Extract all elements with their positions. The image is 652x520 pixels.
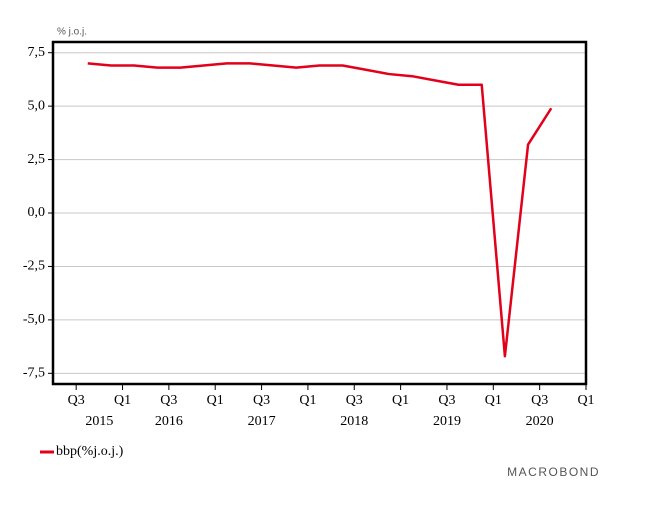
x-tick-label: Q3 [531, 393, 548, 408]
y-tick-label: 7,5 [28, 45, 46, 60]
x-tick-label: Q1 [577, 393, 594, 408]
legend-label: bbp(%j.o.j.) [56, 444, 124, 459]
y-tick-label: 2,5 [28, 152, 46, 167]
y-unit-label: % j.o.j. [57, 27, 87, 38]
x-tick-label: Q3 [438, 393, 455, 408]
y-tick-label: 5,0 [28, 98, 46, 113]
y-tick-label: -5,0 [23, 312, 45, 327]
x-tick-label: Q3 [346, 393, 363, 408]
x-year-label: 2015 [85, 414, 113, 429]
y-tick-label: -2,5 [23, 259, 45, 274]
x-tick-label: Q3 [253, 393, 270, 408]
x-year-label: 2016 [155, 414, 183, 429]
x-tick-label: Q3 [160, 393, 177, 408]
source-watermark: MACROBOND [507, 465, 600, 479]
x-tick-label: Q1 [299, 393, 316, 408]
y-tick-label: -7,5 [23, 366, 45, 381]
x-tick-label: Q1 [392, 393, 409, 408]
x-year-label: 2019 [433, 414, 461, 429]
data-line [87, 62, 553, 358]
x-year-label: 2018 [340, 414, 368, 429]
x-year-label: 2020 [526, 414, 554, 429]
plot-frame [51, 40, 588, 386]
y-tick-label: 0,0 [28, 205, 46, 220]
x-tick-label: Q1 [207, 393, 224, 408]
x-tick-label: Q1 [485, 393, 502, 408]
x-year-label: 2017 [248, 414, 276, 429]
x-tick-label: Q3 [68, 393, 85, 408]
x-tick-label: Q1 [114, 393, 131, 408]
